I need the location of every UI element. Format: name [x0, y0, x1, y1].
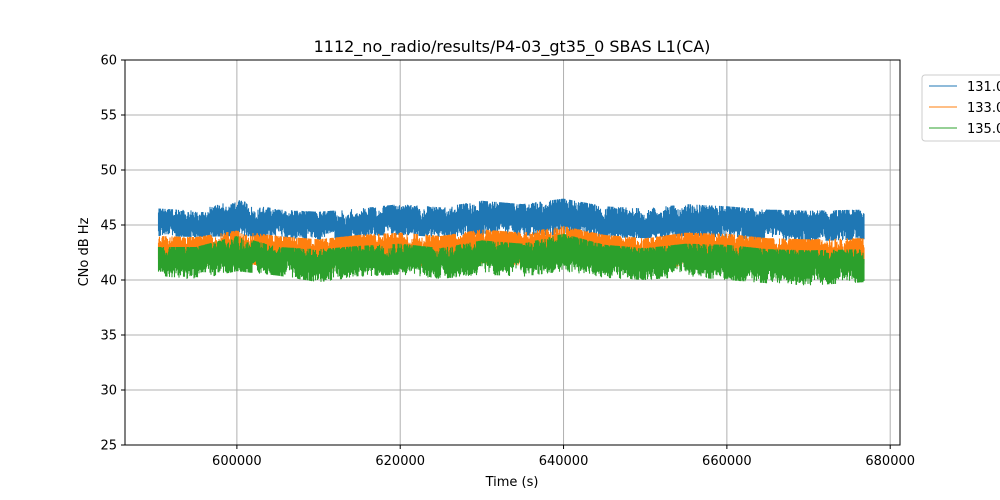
x-tick-label: 640000 — [539, 454, 589, 469]
series-line-135.0 — [157, 233, 865, 286]
y-tick-label: 45 — [100, 219, 117, 234]
y-tick-label: 30 — [100, 384, 117, 399]
legend: 131.0 133.0 135.0 — [921, 74, 1000, 142]
legend-label: 131.0 — [967, 80, 1000, 95]
chart-title: 1112_no_radio/results/P4-03_gt35_0 SBAS … — [314, 37, 711, 57]
x-tick-label: 660000 — [702, 454, 752, 469]
x-tick-label: 680000 — [865, 454, 915, 469]
y-tick-label: 35 — [100, 329, 117, 344]
axis-ticks: 600000 620000 640000 660000 680000 25 30 35 40 45… — [100, 54, 915, 470]
y-tick-label: 60 — [100, 54, 117, 69]
x-axis-label: Time (s) — [485, 475, 539, 490]
y-tick-label: 25 — [100, 439, 117, 454]
y-tick-label: 40 — [100, 274, 117, 289]
series-line-131.0 — [157, 198, 865, 242]
legend-box — [921, 74, 1000, 142]
y-tick-label: 50 — [100, 164, 117, 179]
legend-label: 133.0 — [967, 101, 1000, 116]
y-axis-label: CNo dB Hz — [77, 217, 92, 286]
x-tick-label: 600000 — [212, 454, 262, 469]
x-tick-label: 620000 — [375, 454, 425, 469]
y-tick-label: 55 — [100, 109, 117, 124]
legend-label: 135.0 — [967, 122, 1000, 137]
series-layer — [157, 198, 865, 286]
plot-frame — [124, 59, 901, 446]
